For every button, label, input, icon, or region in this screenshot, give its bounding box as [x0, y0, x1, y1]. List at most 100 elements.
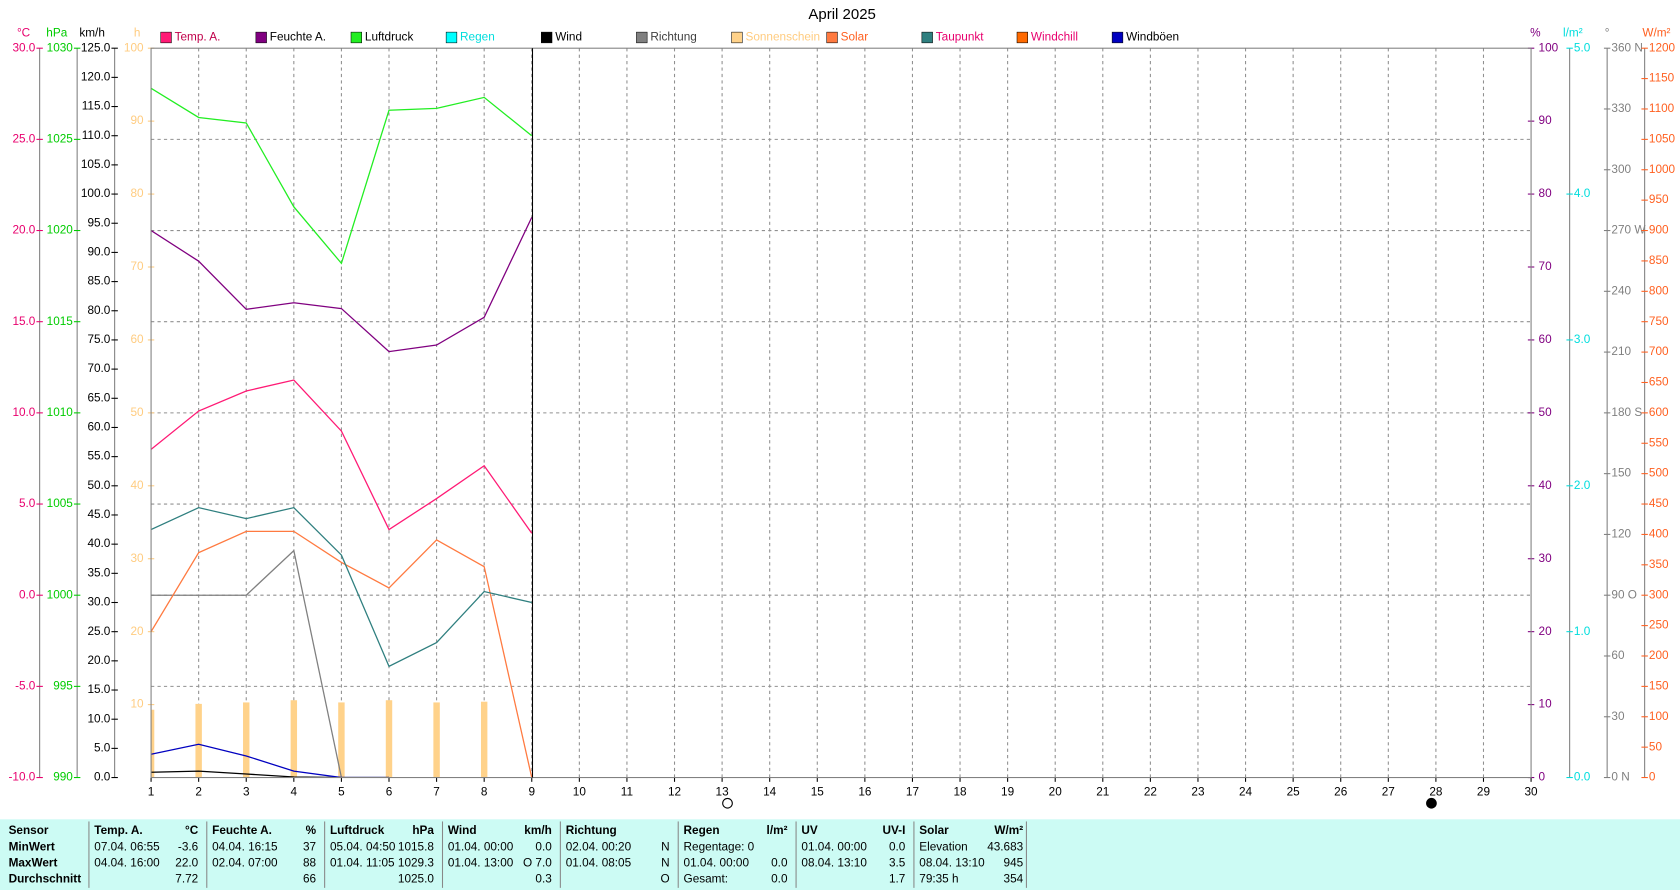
cell-value: 43.683	[987, 840, 1023, 853]
y-tick-label: 20	[130, 625, 144, 638]
y-tick-label: 550	[1649, 436, 1669, 449]
x-tick-label: 30	[1525, 786, 1539, 799]
cell-value: 66	[303, 872, 317, 885]
y-tick-label: 1025	[47, 132, 74, 145]
y-tick-label: 1020	[47, 224, 74, 237]
y-tick-label: 5.0	[1574, 41, 1591, 54]
cell-label: 08.04. 13:10	[919, 856, 985, 869]
y-tick-label: 60	[1539, 333, 1553, 346]
y-tick-label: 5.0	[19, 497, 36, 510]
x-tick-label: 10	[573, 786, 587, 799]
y-tick-label: 30	[1539, 552, 1553, 565]
y-tick-label: 70	[1539, 260, 1553, 273]
cell-label: 02.04. 00:20	[566, 840, 632, 853]
series-line	[151, 506, 532, 668]
x-tick-label: 22	[1144, 786, 1157, 799]
legend-label: Solar	[841, 31, 869, 44]
y-tick-label: 750	[1649, 315, 1669, 328]
y-tick-label: 20.0	[87, 654, 110, 667]
legend-label: Windböen	[1126, 31, 1179, 44]
sunshine-bar	[243, 702, 250, 778]
y-tick-label: 80	[1539, 187, 1553, 200]
y-tick-label: 1010	[47, 406, 74, 419]
legend-label: Luftdruck	[365, 31, 414, 44]
legend-label: Richtung	[650, 31, 696, 44]
x-tick-label: 27	[1382, 786, 1395, 799]
plot-marks	[151, 87, 533, 778]
axes: 1 2 3 4 5 6 7 8 9 10 11 12 13 14 15 16 17 18 19 20 21 22 23 24 2…	[9, 26, 1676, 798]
y-tick-label: 80.0	[87, 304, 110, 317]
y-tick-label: 250	[1649, 619, 1669, 632]
cell-value: 0.0	[535, 840, 552, 853]
y-tick-label: 100	[1649, 710, 1669, 723]
series-line	[151, 549, 343, 778]
group-header: Wind	[448, 824, 477, 837]
y-tick-label: 800	[1649, 284, 1669, 297]
series-line	[151, 770, 390, 778]
y-tick-label: 1100	[1649, 102, 1675, 115]
x-tick-label: 6	[386, 786, 393, 799]
group-header: Temp. A.	[94, 824, 142, 837]
y-tick-label: 1015	[47, 315, 74, 328]
x-tick-label: 8	[481, 786, 488, 799]
x-tick-label: 4	[291, 786, 298, 799]
group-header: Feuchte A.	[212, 824, 272, 837]
group-header: Richtung	[566, 824, 617, 837]
axis-unit: °	[1605, 26, 1610, 39]
cell-value: 0.3	[535, 872, 552, 885]
x-tick-label: 18	[953, 786, 967, 799]
axis-unit: km/h	[79, 26, 105, 39]
y-tick-label: 120	[1611, 528, 1631, 541]
x-tick-label: 25	[1287, 786, 1301, 799]
x-tick-label: 5	[338, 786, 345, 799]
y-tick-label: 0.0	[1574, 771, 1591, 784]
y-tick-label: 75.0	[87, 333, 110, 346]
y-tick-label: 1000	[1649, 163, 1676, 176]
y-tick-label: 55.0	[87, 450, 110, 463]
y-tick-label: 100	[124, 41, 144, 54]
y-tick-label: -5.0	[15, 679, 36, 692]
sunshine-bar	[195, 703, 202, 778]
legend: Temp. A. Feuchte A. Luftdruck Regen Wind Rich…	[160, 31, 1179, 44]
y-tick-label: 30	[1611, 710, 1625, 723]
cell-value: 0.0	[771, 872, 788, 885]
y-tick-label: 20.0	[12, 224, 35, 237]
legend-label: Windchill	[1031, 31, 1078, 44]
series-line	[151, 87, 533, 265]
cell-label: Elevation	[919, 840, 967, 853]
group-unit: %	[306, 824, 317, 837]
y-tick-label: 25.0	[87, 625, 110, 638]
cell-value: 1029.3	[398, 856, 434, 869]
y-tick-label: 400	[1649, 528, 1669, 541]
y-tick-label: 50	[130, 406, 144, 419]
cell-value: 1.7	[889, 872, 905, 885]
y-tick-label: 1030	[47, 41, 74, 54]
y-tick-label: 90	[1539, 114, 1553, 127]
y-tick-label: 240	[1611, 284, 1631, 297]
group-header: Luftdruck	[330, 824, 385, 837]
legend-label: Regen	[460, 31, 495, 44]
y-tick-label: 15.0	[87, 683, 110, 696]
legend-swatch	[350, 31, 362, 44]
sunshine-bar	[151, 709, 155, 778]
chart-title: April 2025	[808, 6, 875, 23]
y-tick-label: 200	[1649, 649, 1669, 662]
legend-swatch	[636, 31, 648, 44]
y-tick-label: 95.0	[87, 216, 110, 229]
cell-value: 37	[303, 840, 316, 853]
x-tick-label: 7	[433, 786, 440, 799]
row-label: MinWert	[9, 840, 55, 853]
y-tick-label: 90 O	[1611, 588, 1637, 601]
cell-value: 1015.8	[398, 840, 434, 853]
y-tick-label: 40	[130, 479, 144, 492]
group-unit: W/m²	[994, 824, 1023, 837]
x-tick-label: 20	[1049, 786, 1063, 799]
y-tick-label: 270 W	[1611, 224, 1646, 237]
y-tick-label: 600	[1649, 406, 1669, 419]
y-tick-label: 1150	[1649, 72, 1675, 85]
y-tick-label: 50	[1649, 740, 1663, 753]
group-unit: °C	[185, 824, 199, 837]
cell-label: 79:35 h	[919, 872, 958, 885]
y-tick-label: 40.0	[87, 537, 110, 550]
